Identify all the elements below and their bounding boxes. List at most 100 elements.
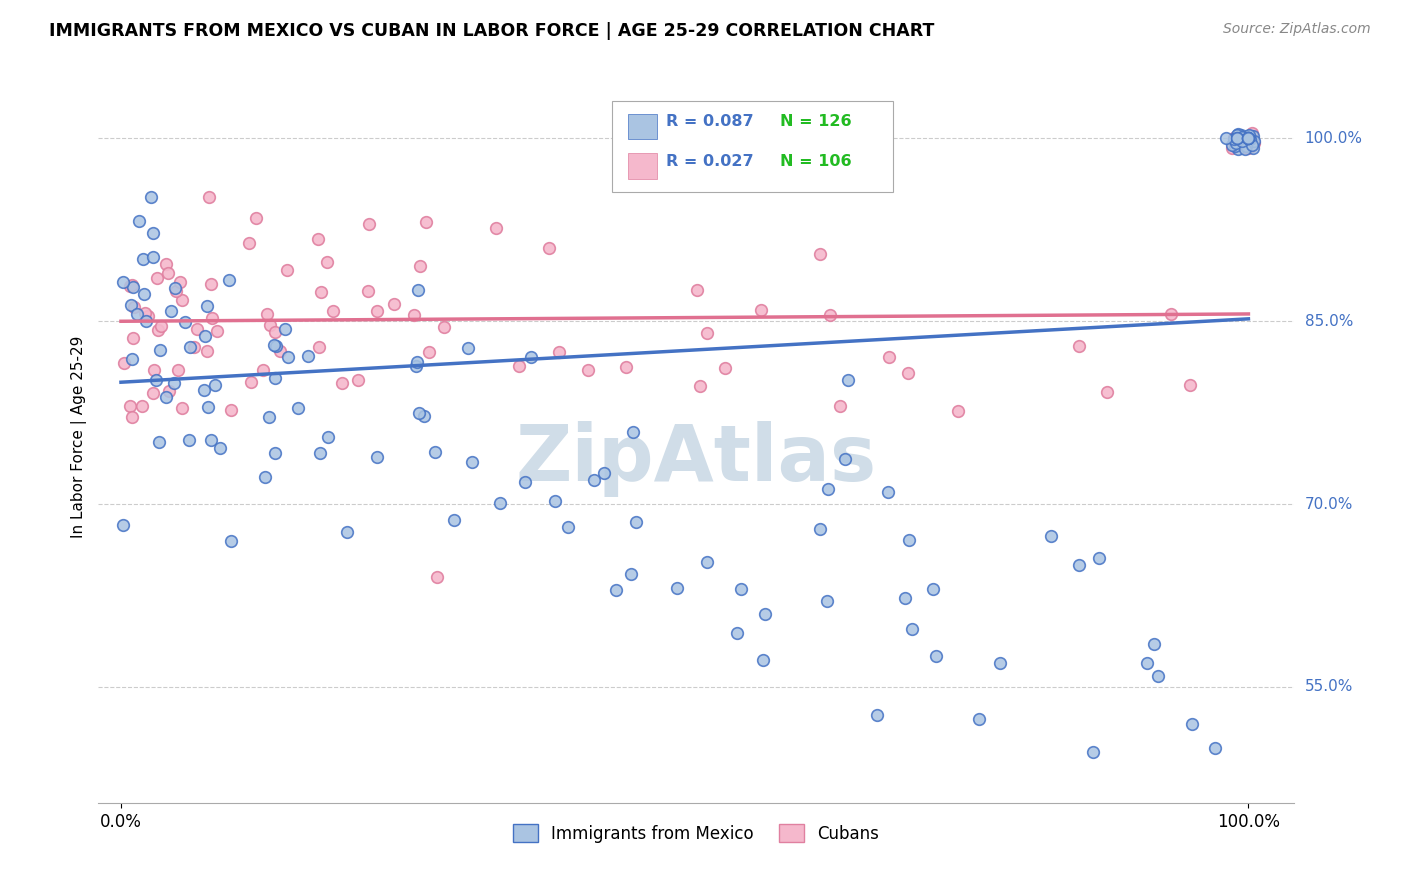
- Point: [538, 241, 561, 255]
- Point: [240, 376, 263, 390]
- Point: [1039, 529, 1062, 543]
- Point: [136, 309, 159, 323]
- Point: [112, 356, 135, 370]
- Point: [413, 409, 436, 424]
- Point: [1237, 131, 1260, 145]
- Point: [1146, 669, 1168, 683]
- Point: [605, 583, 627, 598]
- Point: [1233, 133, 1256, 147]
- Point: [145, 373, 167, 387]
- Point: [1227, 128, 1250, 142]
- Point: [177, 433, 200, 447]
- Point: [159, 304, 181, 318]
- Bar: [628, 114, 657, 139]
- Point: [1241, 138, 1264, 153]
- Text: R = 0.027: R = 0.027: [666, 154, 754, 169]
- Point: [264, 371, 287, 385]
- Legend: Immigrants from Mexico, Cubans: Immigrants from Mexico, Cubans: [506, 818, 886, 849]
- Point: [118, 399, 141, 413]
- Point: [1243, 134, 1265, 148]
- Point: [557, 520, 579, 534]
- Point: [1233, 132, 1256, 146]
- Point: [382, 297, 405, 311]
- Point: [423, 444, 446, 458]
- Point: [1222, 132, 1244, 146]
- Point: [276, 262, 298, 277]
- Point: [1069, 558, 1091, 572]
- Point: [1215, 131, 1237, 145]
- Point: [1237, 131, 1260, 145]
- Point: [120, 298, 142, 312]
- Point: [1237, 131, 1260, 145]
- Point: [1234, 132, 1257, 146]
- Point: [1239, 131, 1261, 145]
- Point: [297, 349, 319, 363]
- Point: [197, 343, 219, 358]
- Text: ZipAtlas: ZipAtlas: [516, 421, 876, 497]
- Point: [347, 373, 370, 387]
- Point: [921, 582, 943, 597]
- Point: [1240, 137, 1263, 152]
- Point: [257, 410, 280, 425]
- Point: [149, 343, 172, 357]
- Point: [866, 708, 889, 723]
- Point: [1087, 551, 1109, 566]
- Point: [219, 403, 242, 417]
- Point: [259, 318, 281, 332]
- Point: [583, 473, 606, 487]
- Text: N = 126: N = 126: [780, 114, 851, 129]
- Point: [1081, 745, 1104, 759]
- Point: [1226, 131, 1249, 145]
- Text: IMMIGRANTS FROM MEXICO VS CUBAN IN LABOR FORCE | AGE 25-29 CORRELATION CHART: IMMIGRANTS FROM MEXICO VS CUBAN IN LABOR…: [49, 22, 935, 40]
- Point: [488, 496, 510, 510]
- Point: [520, 351, 543, 365]
- Point: [311, 285, 333, 299]
- Point: [1234, 139, 1257, 153]
- Point: [714, 361, 737, 376]
- Point: [666, 581, 689, 595]
- Point: [1143, 637, 1166, 651]
- Point: [336, 524, 359, 539]
- Point: [576, 363, 599, 377]
- Y-axis label: In Labor Force | Age 25-29: In Labor Force | Age 25-29: [72, 336, 87, 538]
- Point: [169, 275, 191, 289]
- Point: [186, 322, 208, 336]
- Point: [322, 303, 344, 318]
- Point: [1237, 128, 1260, 142]
- Point: [815, 593, 838, 607]
- Point: [156, 266, 179, 280]
- Point: [1223, 139, 1246, 153]
- Point: [1230, 128, 1253, 143]
- Point: [204, 378, 226, 392]
- Point: [925, 648, 948, 663]
- Point: [730, 582, 752, 597]
- Point: [205, 324, 228, 338]
- Point: [269, 344, 291, 359]
- Point: [148, 323, 170, 337]
- Point: [946, 403, 969, 417]
- Point: [484, 220, 506, 235]
- Point: [418, 344, 440, 359]
- Point: [548, 345, 571, 359]
- Point: [1237, 131, 1260, 145]
- Point: [1240, 137, 1263, 152]
- Point: [148, 434, 170, 449]
- Point: [1237, 131, 1260, 145]
- Point: [170, 293, 193, 307]
- Point: [238, 235, 260, 250]
- Point: [277, 350, 299, 364]
- Text: N = 106: N = 106: [780, 154, 851, 169]
- Point: [897, 533, 920, 547]
- Point: [1226, 128, 1249, 143]
- Point: [1241, 141, 1264, 155]
- Point: [1236, 131, 1258, 145]
- Point: [1204, 740, 1226, 755]
- Point: [357, 217, 380, 231]
- Point: [179, 340, 201, 354]
- Point: [408, 259, 430, 273]
- Text: 70.0%: 70.0%: [1305, 497, 1353, 512]
- Point: [877, 350, 900, 364]
- Point: [366, 450, 388, 465]
- Point: [621, 425, 644, 439]
- Point: [193, 383, 215, 397]
